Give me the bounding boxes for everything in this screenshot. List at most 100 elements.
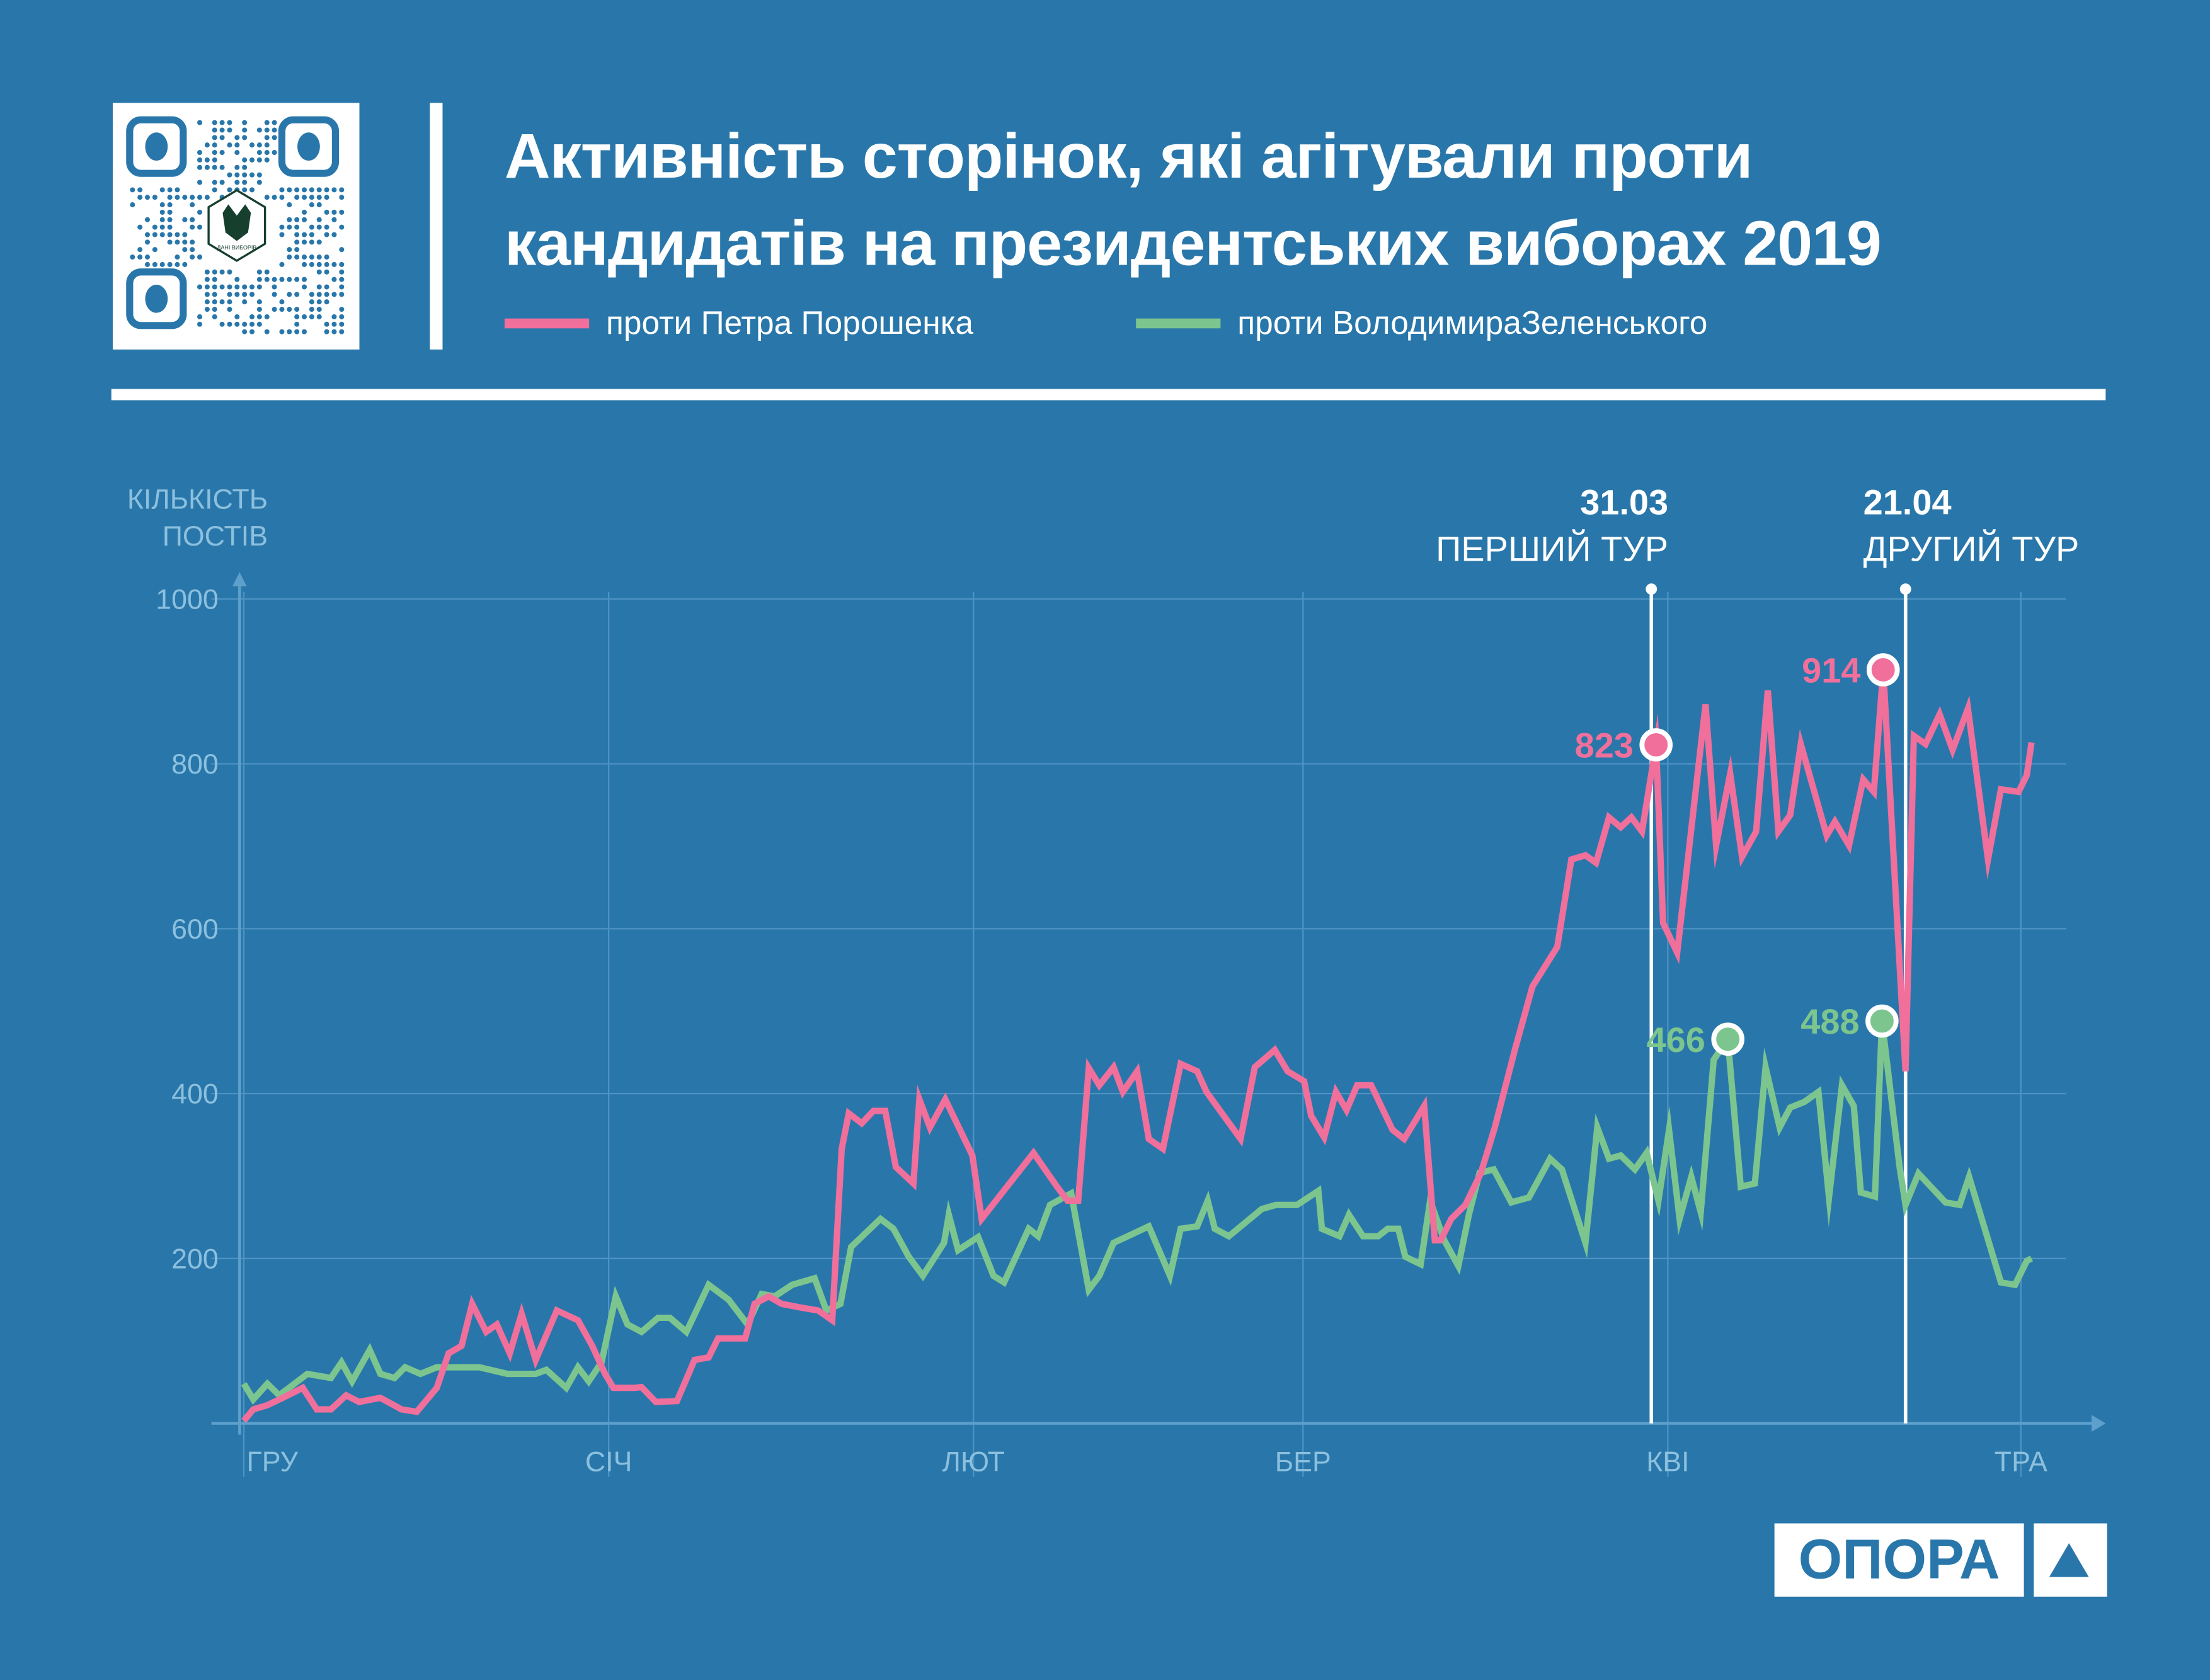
qr-dot	[234, 314, 240, 319]
qr-dot	[204, 292, 210, 297]
qr-dot	[339, 187, 345, 193]
qr-dot	[152, 224, 157, 230]
qr-dot	[316, 224, 322, 230]
qr-dot	[309, 307, 314, 312]
qr-dot	[137, 247, 143, 253]
qr-dot	[316, 314, 322, 319]
qr-dot	[242, 284, 248, 290]
qr-dot	[279, 195, 285, 200]
qr-dot	[279, 307, 285, 312]
qr-dot	[264, 269, 270, 275]
qr-dot	[219, 135, 225, 140]
qr-dot	[287, 224, 292, 230]
qr-dot	[324, 292, 329, 297]
qr-dot	[219, 164, 225, 170]
qr-dot	[256, 142, 262, 148]
qr-dot	[324, 254, 329, 260]
qr-dot	[219, 284, 225, 290]
y-tick-label: 400	[171, 1078, 219, 1110]
qr-dot	[182, 232, 188, 237]
qr-dot	[301, 277, 307, 282]
qr-dot	[309, 202, 314, 208]
y-tick-label: 1000	[156, 583, 219, 615]
qr-dot	[294, 187, 300, 193]
qr-dot	[316, 284, 322, 290]
qr-dot	[227, 127, 232, 133]
qr-dot	[301, 239, 307, 245]
event-label: ПЕРШИЙ ТУР	[1436, 529, 1668, 568]
qr-dot	[287, 254, 292, 260]
qr-dot	[287, 217, 292, 222]
qr-dot	[234, 150, 240, 156]
qr-dot	[197, 150, 203, 156]
raccoon-icon	[222, 204, 251, 241]
qr-dot	[204, 142, 210, 148]
qr-dot	[324, 269, 329, 275]
qr-dot	[256, 269, 262, 275]
qr-dot	[309, 254, 314, 260]
qr-dot	[249, 187, 255, 193]
qr-dot	[294, 307, 300, 312]
qr-finder-dot	[145, 284, 168, 313]
qr-dot	[144, 239, 151, 245]
qr-dot	[272, 135, 277, 140]
qr-dot	[294, 321, 300, 327]
qr-dot	[316, 195, 322, 200]
qr-dot	[331, 261, 337, 267]
qr-dot	[190, 202, 195, 208]
event-date: 21.04	[1864, 483, 1952, 522]
qr-dot	[264, 120, 270, 125]
qr-dot	[212, 284, 217, 290]
peak-value-label: 914	[1802, 650, 1860, 690]
qr-dot	[272, 150, 277, 156]
qr-dot	[249, 321, 255, 327]
qr-dot	[212, 157, 217, 163]
qr-dot	[152, 232, 157, 237]
qr-dot	[249, 172, 255, 178]
qr-dot	[279, 277, 285, 282]
qr-dot	[279, 232, 285, 237]
qr-dot	[294, 247, 300, 253]
qr-dot	[294, 329, 300, 334]
qr-dot	[227, 284, 232, 290]
qr-dot	[227, 120, 232, 125]
qr-dot	[182, 195, 188, 200]
qr-dot	[159, 224, 165, 230]
opora-logo-text: ОПОРА	[1774, 1523, 2024, 1597]
qr-dot	[287, 187, 292, 193]
qr-dot	[197, 224, 203, 230]
legend-label: проти ВолодимираЗеленського	[1237, 304, 1708, 341]
qr-dot	[294, 195, 300, 200]
qr-dot	[294, 254, 300, 260]
qr-finder-icon	[126, 268, 187, 329]
y-axis-arrow-icon	[232, 572, 247, 586]
qr-dot	[227, 299, 232, 305]
qr-dot	[144, 217, 151, 222]
qr-dot	[204, 307, 210, 312]
qr-dot	[175, 187, 180, 193]
qr-dot	[309, 239, 314, 245]
qr-dot	[309, 261, 314, 267]
qr-dot	[130, 202, 135, 208]
qr-dot	[339, 195, 345, 200]
qr-code[interactable]: ДАНІ ВИБОРІВ	[112, 103, 360, 350]
qr-dot	[137, 224, 143, 230]
qr-dot	[301, 314, 307, 319]
qr-dot	[219, 299, 225, 305]
qr-dot	[242, 127, 248, 133]
qr-dot	[272, 195, 277, 200]
qr-dot	[175, 195, 180, 200]
qr-dot	[264, 150, 270, 156]
peak-marker	[1639, 728, 1673, 762]
qr-dot	[272, 307, 277, 312]
qr-dot	[130, 254, 135, 260]
qr-dot	[175, 254, 180, 260]
legend-swatch-pink	[504, 318, 590, 329]
qr-dot	[197, 284, 203, 290]
qr-dot	[167, 232, 173, 237]
qr-dot	[316, 217, 322, 222]
qr-dot	[331, 217, 337, 222]
qr-dot	[234, 321, 240, 327]
qr-dot	[212, 292, 217, 297]
